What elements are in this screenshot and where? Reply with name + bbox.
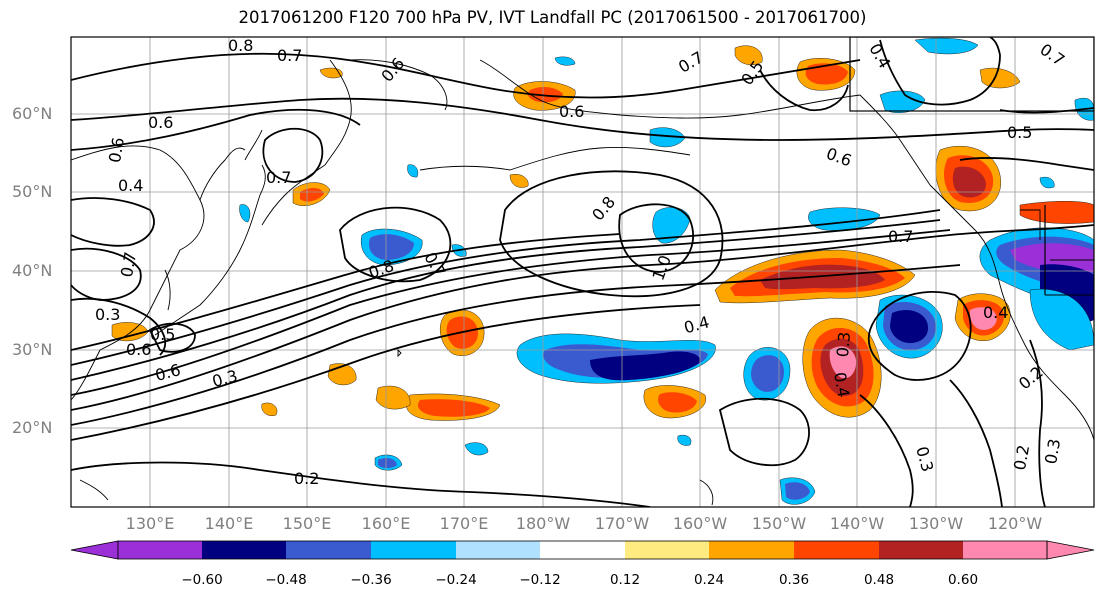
lon-label: 160°W bbox=[672, 514, 728, 533]
contour-label: 0.7 bbox=[277, 46, 302, 65]
colorbar-tick-label: −0.60 bbox=[181, 572, 223, 588]
contour-label: 0.6 bbox=[105, 136, 128, 164]
colorbar-tick-label: −0.48 bbox=[265, 572, 307, 588]
lon-label: 130°W bbox=[908, 514, 964, 533]
colorbar bbox=[70, 540, 1095, 560]
lat-label: 40°N bbox=[12, 261, 53, 280]
gridlines bbox=[71, 37, 1094, 507]
contour-label: 0.8 bbox=[228, 36, 253, 55]
contour-label: 0.6 bbox=[126, 340, 151, 359]
lat-label: 30°N bbox=[12, 340, 53, 359]
pv-contours bbox=[71, 37, 1094, 507]
map-content bbox=[71, 37, 1094, 507]
contour-label: 0.7 bbox=[117, 250, 140, 278]
colorbar-tick-label: 0.60 bbox=[947, 572, 979, 588]
lon-label: 160°E bbox=[361, 514, 411, 533]
lon-label: 130°E bbox=[125, 514, 175, 533]
contour-label: 0.5 bbox=[1007, 123, 1032, 142]
contour-label: 0.5 bbox=[150, 325, 175, 344]
lon-label: 180°W bbox=[515, 514, 571, 533]
contour-label: 0.4 bbox=[983, 303, 1008, 322]
lon-label: 140°W bbox=[829, 514, 885, 533]
contour-label: 0.7 bbox=[888, 227, 913, 246]
landfall-region-box bbox=[849, 37, 1094, 112]
colorbar-tick-label: 0.36 bbox=[778, 572, 810, 588]
colorbar-tick-label: −0.36 bbox=[350, 572, 392, 588]
lat-label: 20°N bbox=[12, 418, 53, 437]
lon-label: 170°W bbox=[594, 514, 650, 533]
colorbar-tick-label: 0.48 bbox=[863, 572, 895, 588]
lon-label: 150°E bbox=[282, 514, 332, 533]
lon-label: 140°E bbox=[204, 514, 254, 533]
contour-label: 0.6 bbox=[148, 113, 173, 132]
contour-label: 0.4 bbox=[830, 371, 853, 399]
lat-label: 60°N bbox=[12, 104, 53, 123]
contour-label: 0.2 bbox=[1010, 443, 1033, 471]
lon-label: 120°W bbox=[987, 514, 1043, 533]
figure-title: 2017061200 F120 700 hPa PV, IVT Landfall… bbox=[238, 8, 867, 27]
map-background bbox=[71, 37, 1094, 507]
colorbar-tick-label: −0.12 bbox=[519, 572, 561, 588]
colorbar-tick-label: −0.24 bbox=[435, 572, 477, 588]
contour-label: 0.3 bbox=[1041, 437, 1064, 465]
colorbar-tick-label: 0.12 bbox=[609, 572, 641, 588]
contour-label: 0.2 bbox=[294, 469, 319, 488]
contour-label: 0.6 bbox=[559, 102, 584, 121]
colorbar-tick-label: 0.24 bbox=[693, 572, 725, 588]
map-frame bbox=[70, 36, 1095, 508]
lat-label: 50°N bbox=[12, 182, 53, 201]
contour-label: 0.7 bbox=[266, 168, 291, 187]
contour-label: 0.3 bbox=[95, 305, 120, 324]
contour-label: 0.4 bbox=[118, 176, 143, 195]
lon-label: 150°W bbox=[751, 514, 807, 533]
shaded-anomalies bbox=[111, 37, 1094, 505]
contour-label: 0.3 bbox=[833, 331, 854, 358]
colorbar-extend-high bbox=[1046, 540, 1095, 560]
colorbar-extend-low bbox=[70, 540, 119, 560]
lon-label: 170°E bbox=[439, 514, 489, 533]
